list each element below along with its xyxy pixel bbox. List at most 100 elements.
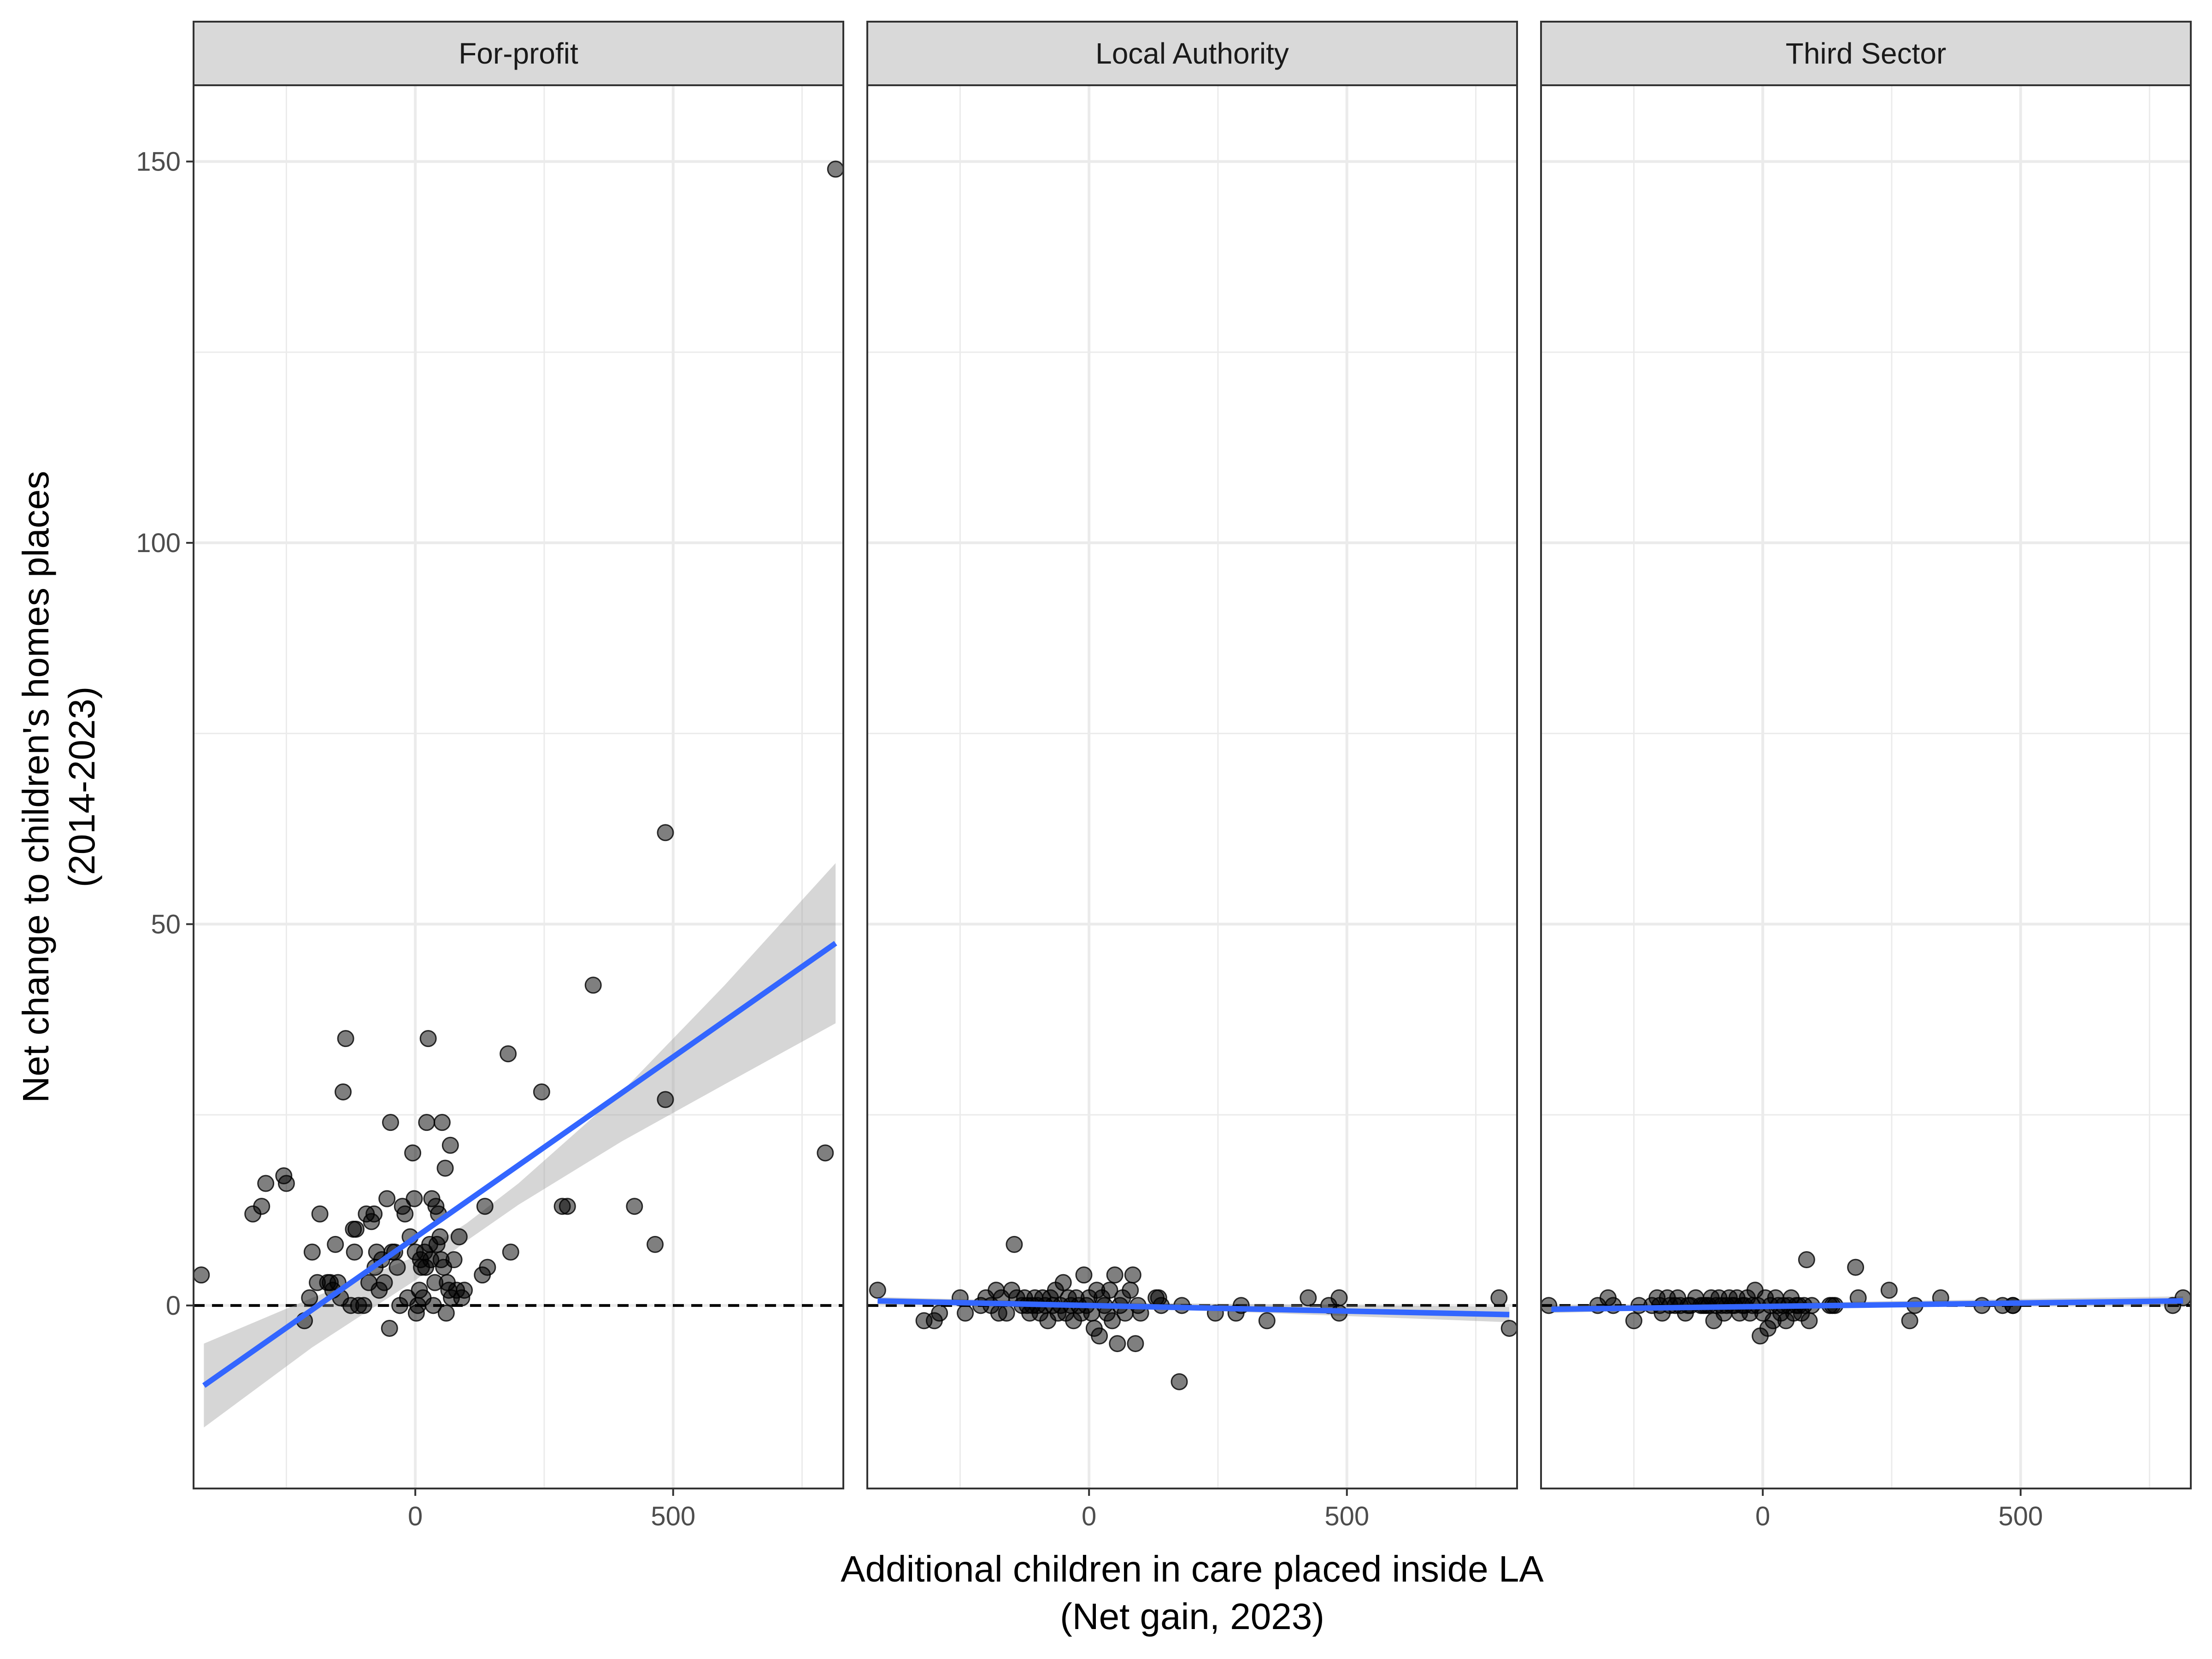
data-point [626,1198,643,1215]
data-point [1880,1282,1898,1299]
x-axis-subtitle: (Net gain, 2023) [1060,1596,1324,1637]
panel-background [194,85,843,1488]
data-point [445,1251,463,1269]
data-point [346,1243,363,1261]
data-point [1330,1289,1348,1306]
x-tick-label: 0 [1082,1501,1096,1531]
data-point [1006,1235,1023,1253]
data-point [1106,1266,1124,1284]
data-point [381,1319,398,1337]
panel-third-sector: Third Sector 0 500 [1540,21,2192,1531]
facet-strip [193,21,844,86]
data-point [1300,1289,1317,1306]
facet-strip-label: Local Authority [1095,37,1289,70]
data-point [1625,1312,1642,1330]
x-axis-title: Additional children in care placed insid… [841,1548,1544,1589]
data-point [335,1083,352,1100]
regression-line [877,1298,1510,1318]
data-point [1101,1282,1118,1299]
data-point [869,1282,886,1299]
data-point [347,1220,365,1238]
y-axis-title: Net change to children's homes places [15,471,56,1103]
data-point [193,1266,210,1284]
data-point [1171,1373,1188,1390]
data-point [406,1190,423,1207]
facet-strip [866,21,1518,86]
data-point [431,1228,449,1246]
data-point [365,1205,383,1223]
data-point [277,1175,295,1192]
data-point [479,1259,496,1276]
data-point [303,1243,321,1261]
panel-background [867,85,1517,1488]
x-tick-label: 500 [1324,1501,1369,1531]
data-point [388,1259,406,1276]
data-point [404,1144,422,1162]
data-point [253,1198,271,1215]
data-point [378,1190,396,1207]
data-point [418,1114,435,1131]
data-point [827,160,844,178]
y-tick-label: 0 [166,1291,181,1321]
data-point [1500,1319,1518,1337]
data-point [584,977,602,994]
data-point [502,1243,519,1261]
data-point [1054,1274,1072,1291]
data-point [500,1045,517,1063]
data-point [559,1198,576,1215]
data-point [1091,1327,1108,1345]
data-point [1127,1335,1144,1353]
data-point [931,1304,948,1322]
data-point [433,1114,451,1131]
data-point [817,1144,834,1162]
data-point [424,1297,442,1314]
data-point [311,1205,329,1223]
data-point [1122,1282,1139,1299]
y-tick-label: 50 [151,909,181,939]
data-point [998,1304,1015,1322]
facet-strip [1540,21,2192,86]
y-tick-label: 150 [136,147,181,176]
data-point [437,1304,455,1322]
data-point [1800,1312,1818,1330]
y-axis-subtitle: (2014-2023) [61,687,102,888]
x-tick-label: 500 [651,1501,695,1531]
x-tick-label: 0 [408,1501,423,1531]
data-point [382,1114,399,1131]
data-point [355,1297,372,1314]
panel-background [1541,85,2191,1488]
data-point [1490,1289,1508,1306]
data-point [1124,1266,1141,1284]
x-tick-label: 500 [1998,1501,2043,1531]
data-point [450,1228,468,1246]
data-point [1075,1266,1093,1284]
data-point [327,1235,344,1253]
data-point [1258,1312,1276,1330]
facet-strip-label: For-profit [459,37,578,70]
data-point [957,1304,974,1322]
panel-for-profit: For-profit 0 500 [193,21,844,1531]
data-point [396,1205,414,1223]
data-point [337,1030,354,1047]
data-point [257,1175,275,1192]
data-point [436,1159,454,1177]
data-point [376,1274,393,1291]
data-point [441,1136,459,1154]
y-tick-label: 100 [136,528,181,558]
facet-strip-label: Third Sector [1786,37,1947,70]
data-point [301,1289,318,1306]
data-point [647,1235,664,1253]
panel-local-authority: Local Authority 0 500 [866,21,1518,1531]
regression-line [1551,1298,2183,1312]
data-point [1847,1259,1865,1276]
data-point [657,824,674,841]
data-point [533,1083,550,1100]
data-point [1104,1312,1121,1330]
data-point [1798,1251,1815,1269]
data-point [419,1030,437,1047]
data-point [1109,1335,1126,1353]
data-point [476,1198,494,1215]
data-point [657,1091,674,1108]
